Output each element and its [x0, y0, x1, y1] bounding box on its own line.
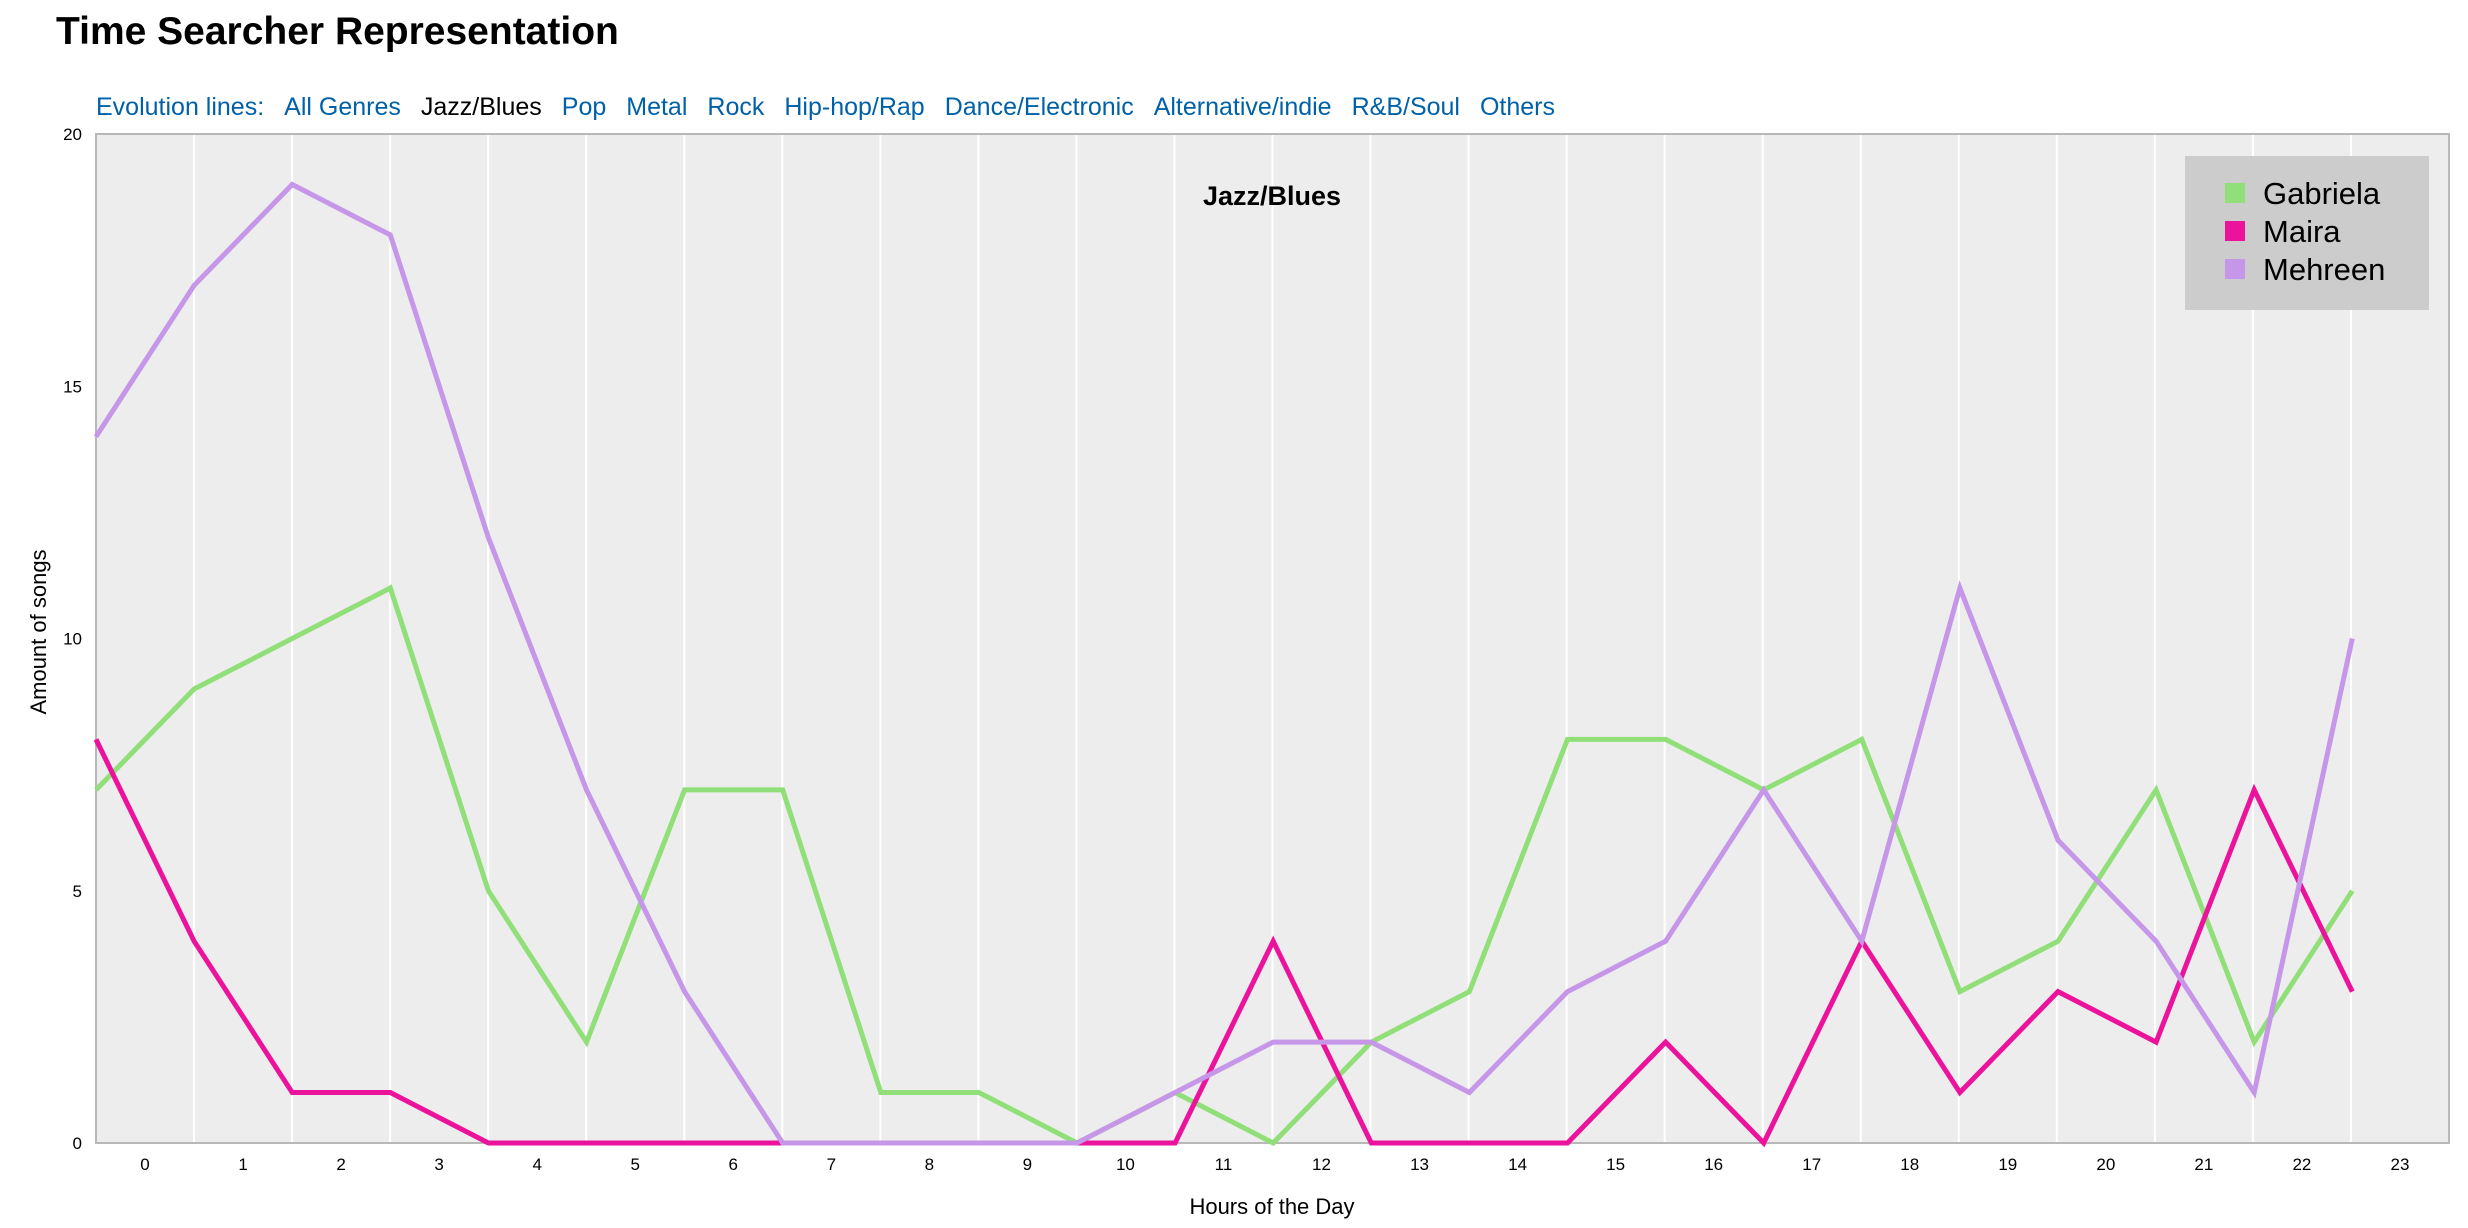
nav-link-jazz-blues[interactable]: Jazz/Blues: [420, 93, 542, 121]
x-tick-label: 22: [2292, 1155, 2311, 1174]
y-tick-label: 5: [73, 882, 82, 901]
nav-link-rnb-soul[interactable]: R&B/Soul: [1351, 93, 1460, 121]
series-line-mehreen: [93, 181, 2355, 1146]
x-tick-label: 14: [1508, 1155, 1527, 1174]
x-tick-label: 12: [1312, 1155, 1331, 1174]
nav-link-rock[interactable]: Rock: [707, 93, 765, 121]
legend-label: Mehreen: [2263, 252, 2385, 287]
nav-link-dance-electronic[interactable]: Dance/Electronic: [944, 93, 1134, 121]
x-tick-label: 21: [2194, 1155, 2213, 1174]
x-tick-label: 18: [1900, 1155, 1919, 1174]
y-tick-label: 0: [73, 1134, 82, 1153]
legend-swatch: [2225, 221, 2245, 241]
y-axis-title: Amount of songs: [26, 549, 51, 714]
x-tick-label: 20: [2096, 1155, 2115, 1174]
nav-link-all-genres[interactable]: All Genres: [284, 93, 401, 121]
x-tick-label: 6: [729, 1155, 738, 1174]
x-tick-label: 9: [1023, 1155, 1032, 1174]
x-tick-label: 4: [532, 1155, 541, 1174]
nav-link-alternative-indie[interactable]: Alternative/indie: [1153, 93, 1332, 121]
x-tick-label: 10: [1116, 1155, 1135, 1174]
x-tick-label: 17: [1802, 1155, 1821, 1174]
x-axis-title: Hours of the Day: [1189, 1194, 1354, 1219]
y-tick-label: 15: [63, 377, 82, 396]
nav-link-others[interactable]: Others: [1479, 93, 1556, 121]
x-tick-label: 2: [336, 1155, 345, 1174]
evolution-lines-nav: Evolution lines: All Genres Jazz/Blues P…: [96, 93, 1575, 123]
y-tick-label: 10: [63, 630, 82, 649]
y-axis: 0 5 10 15 20: [63, 125, 82, 1153]
x-tick-label: 5: [630, 1155, 639, 1174]
nav-link-metal[interactable]: Metal: [626, 93, 688, 121]
x-tick-label: 23: [2391, 1155, 2410, 1174]
page-title: Time Searcher Representation: [56, 10, 619, 53]
legend-label: Maira: [2263, 214, 2341, 249]
series-line-maira: [93, 738, 2355, 1148]
series-line-gabriela: [94, 584, 2355, 1147]
nav-label: Evolution lines:: [96, 93, 265, 121]
nav-link-pop[interactable]: Pop: [561, 93, 607, 121]
legend-label: Gabriela: [2263, 176, 2381, 211]
series-lines: [93, 181, 2355, 1148]
x-axis: 0 1 2 3 4 5 6 7 8 9 10 11 12 13 14 15 16 17 18 19 20 21 22 23: [140, 1155, 2409, 1174]
x-tick-label: 15: [1606, 1155, 1625, 1174]
y-tick-label: 20: [63, 125, 82, 144]
chart-title: Jazz/Blues: [1203, 181, 1341, 211]
nav-link-hip-hop-rap[interactable]: Hip-hop/Rap: [784, 93, 925, 121]
x-tick-label: 3: [434, 1155, 443, 1174]
x-tick-label: 8: [925, 1155, 934, 1174]
x-tick-label: 13: [1410, 1155, 1429, 1174]
x-tick-label: 16: [1704, 1155, 1723, 1174]
legend-swatch: [2225, 259, 2245, 279]
x-tick-label: 1: [238, 1155, 247, 1174]
x-tick-label: 7: [827, 1155, 836, 1174]
x-tick-label: 19: [1998, 1155, 2017, 1174]
x-tick-label: 0: [140, 1155, 149, 1174]
x-tick-label: 11: [1215, 1155, 1233, 1174]
legend-swatch: [2225, 183, 2245, 203]
